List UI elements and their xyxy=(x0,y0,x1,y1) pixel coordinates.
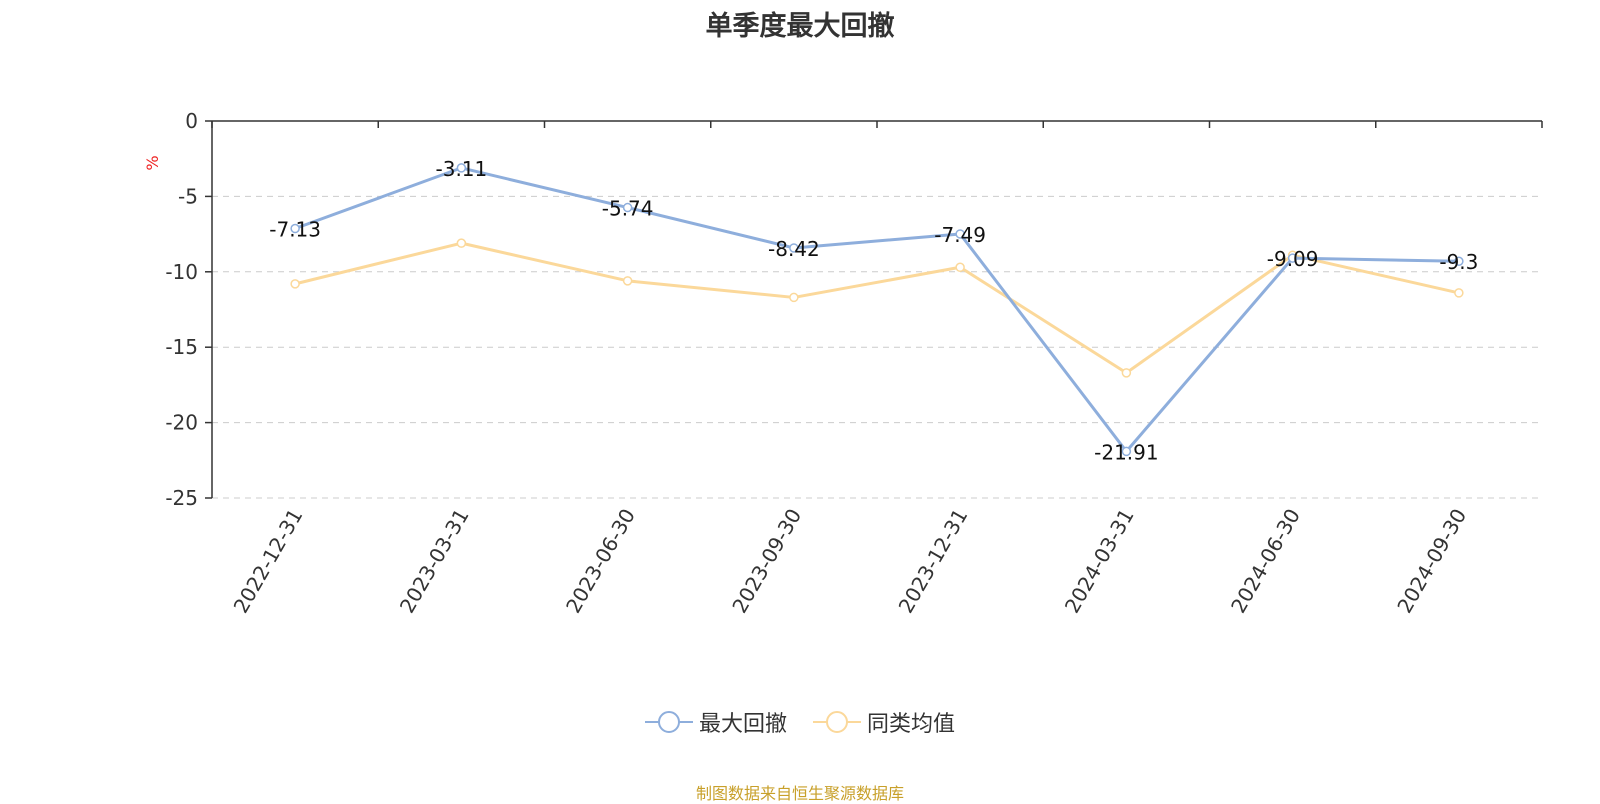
legend-item[interactable]: 最大回撤 xyxy=(644,706,787,738)
series-line-1 xyxy=(294,241,1460,375)
legend-swatch-icon xyxy=(644,709,693,735)
data-point xyxy=(456,163,467,173)
series xyxy=(290,163,1464,457)
x-tick-label: 2024-09-30 xyxy=(1392,505,1471,618)
gridlines xyxy=(212,195,1542,499)
data-point xyxy=(789,243,799,253)
legend-item[interactable]: 同类均值 xyxy=(813,706,955,738)
data-label: -7.49 xyxy=(934,223,986,247)
data-point xyxy=(1454,288,1464,298)
series-line-0 xyxy=(294,166,1459,453)
legend: 最大回撤 同类均值 xyxy=(0,706,1600,738)
data-point xyxy=(1121,446,1132,457)
data-label: -5.74 xyxy=(602,197,654,221)
y-tick-label: -5 xyxy=(178,184,198,208)
data-label: -8.42 xyxy=(768,237,820,261)
x-tick-label: 2023-03-31 xyxy=(395,505,474,618)
y-axis-unit-label: % xyxy=(143,155,162,170)
data-point xyxy=(290,223,300,234)
y-tick-label: 0 xyxy=(185,109,198,133)
x-tick-label: 2023-06-30 xyxy=(561,505,640,618)
data-label: -3.11 xyxy=(436,157,488,181)
legend-swatch-icon xyxy=(813,709,861,735)
y-tick-label: -15 xyxy=(165,335,198,359)
data-point xyxy=(789,292,799,303)
data-point xyxy=(955,262,965,273)
data-point xyxy=(622,202,633,213)
x-tick-label: 2024-03-31 xyxy=(1060,505,1139,618)
data-point xyxy=(622,276,633,286)
legend-label: 同类均值 xyxy=(867,712,956,737)
data-labels: -7.13 -3.11 -5.74 -8.42 -7.49 -21.91 -9.09 -9.3 xyxy=(269,157,1478,465)
data-point xyxy=(290,279,300,289)
data-label: -9.3 xyxy=(1439,250,1478,274)
x-tick-label: 2023-09-30 xyxy=(727,505,806,618)
data-point xyxy=(1287,253,1298,263)
data-label: -7.13 xyxy=(269,218,321,242)
legend-label: 最大回撤 xyxy=(698,712,787,737)
data-point xyxy=(1454,256,1464,266)
source-note: 制图数据来自恒生聚源数据库 xyxy=(695,784,904,803)
x-tick-label: 2023-12-31 xyxy=(894,505,973,618)
data-point xyxy=(456,238,467,248)
y-tick-label: -25 xyxy=(165,486,198,510)
data-point xyxy=(1121,368,1132,378)
axes: 0 -5 -10 -15 -20 -25% 2022-12-31 2023-03-31 2023… xyxy=(143,109,1543,618)
line-chart: 0 -5 -10 -15 -20 -25% 2022-12-31 2023-03-31 2023… xyxy=(143,109,1543,618)
data-point xyxy=(955,229,965,239)
data-label: -21.91 xyxy=(1094,440,1158,464)
y-tick-label: -10 xyxy=(165,260,198,284)
x-tick-label: 2024-06-30 xyxy=(1226,505,1305,618)
data-label: -9.09 xyxy=(1267,247,1319,271)
y-tick-label: -20 xyxy=(165,411,198,435)
chart-title: 单季度最大回撤 xyxy=(705,11,895,42)
x-tick-label: 2022-12-31 xyxy=(229,505,308,618)
